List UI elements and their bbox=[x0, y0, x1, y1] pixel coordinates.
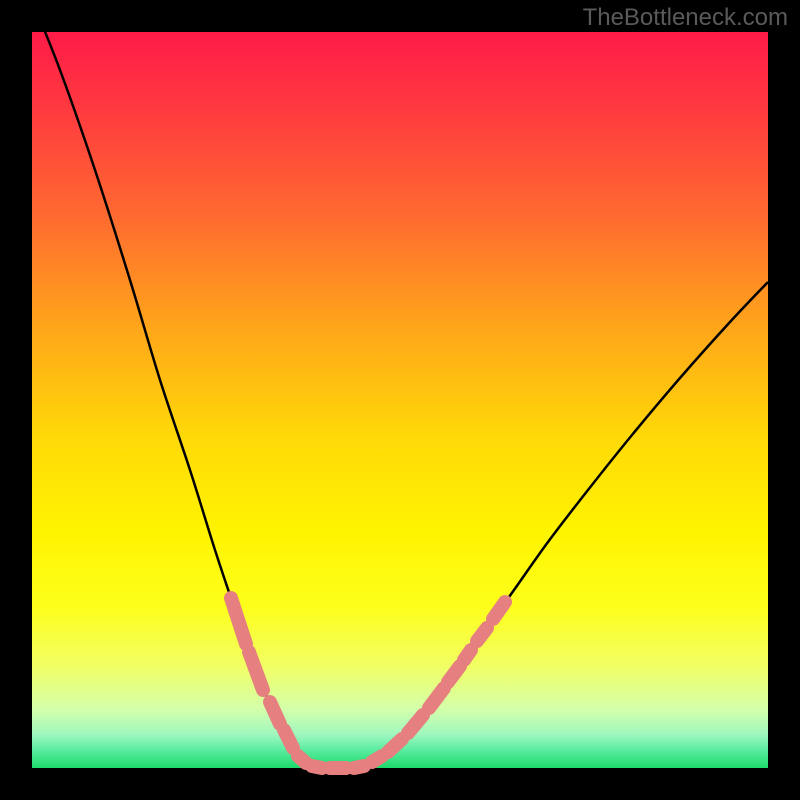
gradient-background bbox=[32, 32, 768, 768]
chart-root: TheBottleneck.com bbox=[0, 0, 800, 800]
chart-svg bbox=[0, 0, 800, 800]
watermark-text: TheBottleneck.com bbox=[583, 4, 788, 32]
